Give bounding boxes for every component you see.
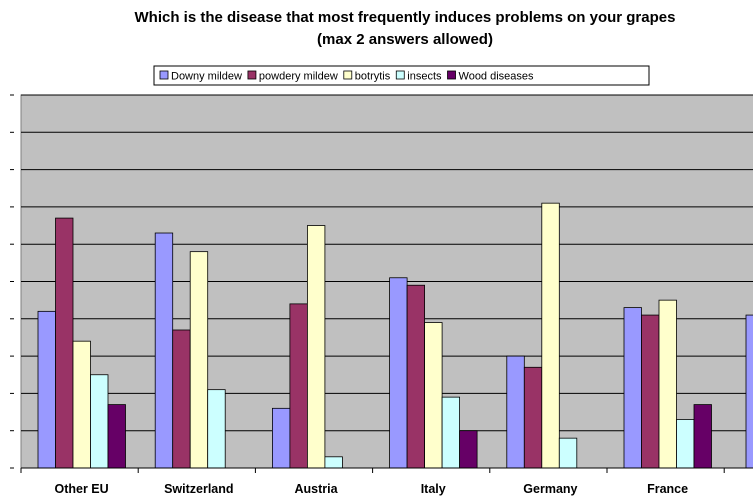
bar (324, 456, 343, 469)
bar (441, 396, 461, 469)
bar (693, 404, 712, 469)
bar (72, 340, 91, 469)
chart-title: Which is the disease that most frequentl… (135, 9, 676, 26)
legend-label: Wood diseases (459, 71, 535, 83)
category-label: France (647, 482, 688, 496)
bar (623, 307, 642, 469)
y-axis (10, 94, 14, 469)
bar (289, 303, 308, 469)
legend-label: insects (407, 71, 442, 83)
bar (271, 407, 291, 469)
bar (523, 366, 543, 469)
bar (389, 277, 408, 469)
bar (506, 355, 525, 469)
legend-swatch (343, 70, 353, 80)
bar (306, 225, 326, 469)
bar (189, 251, 209, 469)
bar (55, 217, 74, 469)
legend-swatch (447, 70, 456, 80)
category-label: Switzerland (164, 482, 233, 496)
category-label: Austria (294, 482, 338, 496)
bar (37, 310, 56, 469)
chart-subtitle: (max 2 answers allowed) (317, 31, 493, 48)
category-label: Italy (421, 482, 446, 496)
legend-swatch (159, 70, 169, 80)
bar (459, 430, 478, 469)
legend-swatch (247, 70, 257, 80)
bar (558, 437, 578, 469)
bar (541, 202, 560, 469)
x-ticks (20, 468, 725, 473)
category-label: Germany (523, 482, 577, 496)
legend-label: botrytis (355, 71, 391, 83)
bar (641, 314, 660, 469)
bar (745, 314, 753, 469)
bar (90, 374, 109, 469)
category-label: Other EU (55, 482, 109, 496)
legend-label: Downy mildew (171, 71, 242, 83)
bar (154, 232, 174, 469)
bar (207, 389, 226, 469)
bars (37, 202, 753, 469)
category-labels: Other EU Switzerland Austria Italy Germany Fr… (55, 482, 689, 496)
bar (424, 322, 443, 469)
legend-label: powdery mildew (259, 71, 338, 83)
bar (406, 284, 426, 469)
bar (658, 299, 677, 469)
bar (676, 419, 695, 469)
bar (172, 329, 191, 469)
bar (107, 404, 126, 469)
legend-swatch (395, 70, 405, 80)
chart-legend: Downy mildew powdery mildew botrytis insect… (153, 65, 650, 86)
